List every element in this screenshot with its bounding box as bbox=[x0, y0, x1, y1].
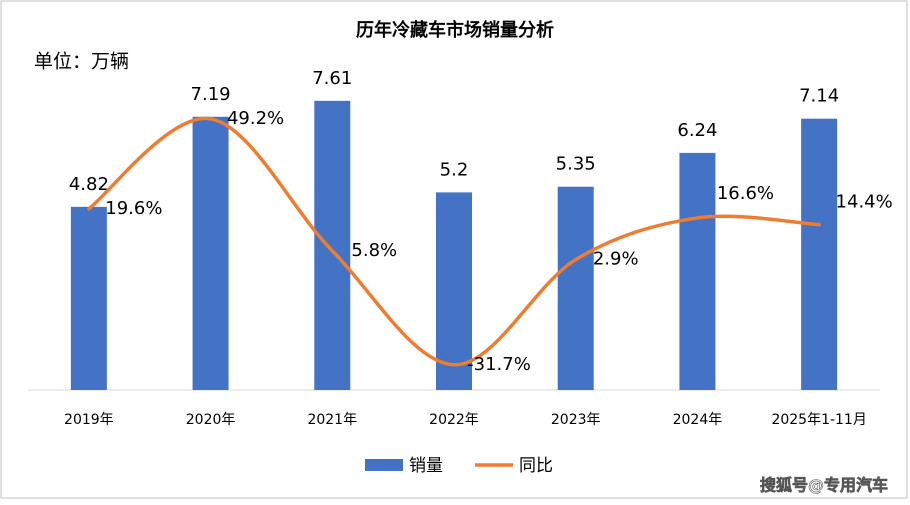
bar-value-label: 6.24 bbox=[677, 120, 717, 141]
bar-value-label: 5.2 bbox=[440, 159, 469, 180]
watermark: 搜狐号@专用汽车 bbox=[760, 476, 888, 495]
bar bbox=[70, 206, 107, 390]
bar bbox=[557, 186, 594, 390]
legend-swatch bbox=[365, 459, 403, 471]
x-tick-label: 2023年 bbox=[551, 412, 601, 428]
x-tick-label: 2022年 bbox=[429, 412, 479, 428]
bar bbox=[679, 152, 716, 390]
line-value-label: 5.8% bbox=[351, 240, 397, 261]
x-tick-label: 2024年 bbox=[673, 412, 723, 428]
chart-title: 历年冷藏车市场销量分析 bbox=[356, 19, 554, 41]
line-value-label: 2.9% bbox=[593, 249, 639, 270]
unit-label: 单位：万辆 bbox=[34, 51, 129, 73]
x-tick-label: 2019年 bbox=[64, 412, 114, 428]
line-value-label: 49.2% bbox=[227, 108, 284, 129]
line bbox=[87, 116, 821, 367]
line-value-label: 14.4% bbox=[836, 192, 893, 213]
bar bbox=[314, 100, 351, 390]
x-tick-label: 2021年 bbox=[307, 412, 357, 428]
bar bbox=[801, 118, 838, 391]
bar bbox=[436, 192, 472, 390]
bar-value-label: 5.35 bbox=[556, 154, 596, 175]
line-value-label: 19.6% bbox=[105, 198, 162, 219]
bar-value-label: 7.14 bbox=[799, 86, 839, 107]
line-value-label: 16.6% bbox=[717, 183, 774, 204]
legend-label: 同比 bbox=[519, 456, 553, 476]
legend-label: 销量 bbox=[409, 456, 443, 476]
bar bbox=[192, 116, 229, 390]
x-tick-label: 2025年1-11月 bbox=[771, 412, 866, 428]
bar-value-label: 7.61 bbox=[312, 68, 352, 89]
line-value-label: -31.7% bbox=[467, 354, 531, 375]
x-tick-label: 2020年 bbox=[186, 412, 236, 428]
bar-value-label: 7.19 bbox=[191, 84, 231, 105]
bar-value-label: 4.82 bbox=[69, 174, 109, 195]
